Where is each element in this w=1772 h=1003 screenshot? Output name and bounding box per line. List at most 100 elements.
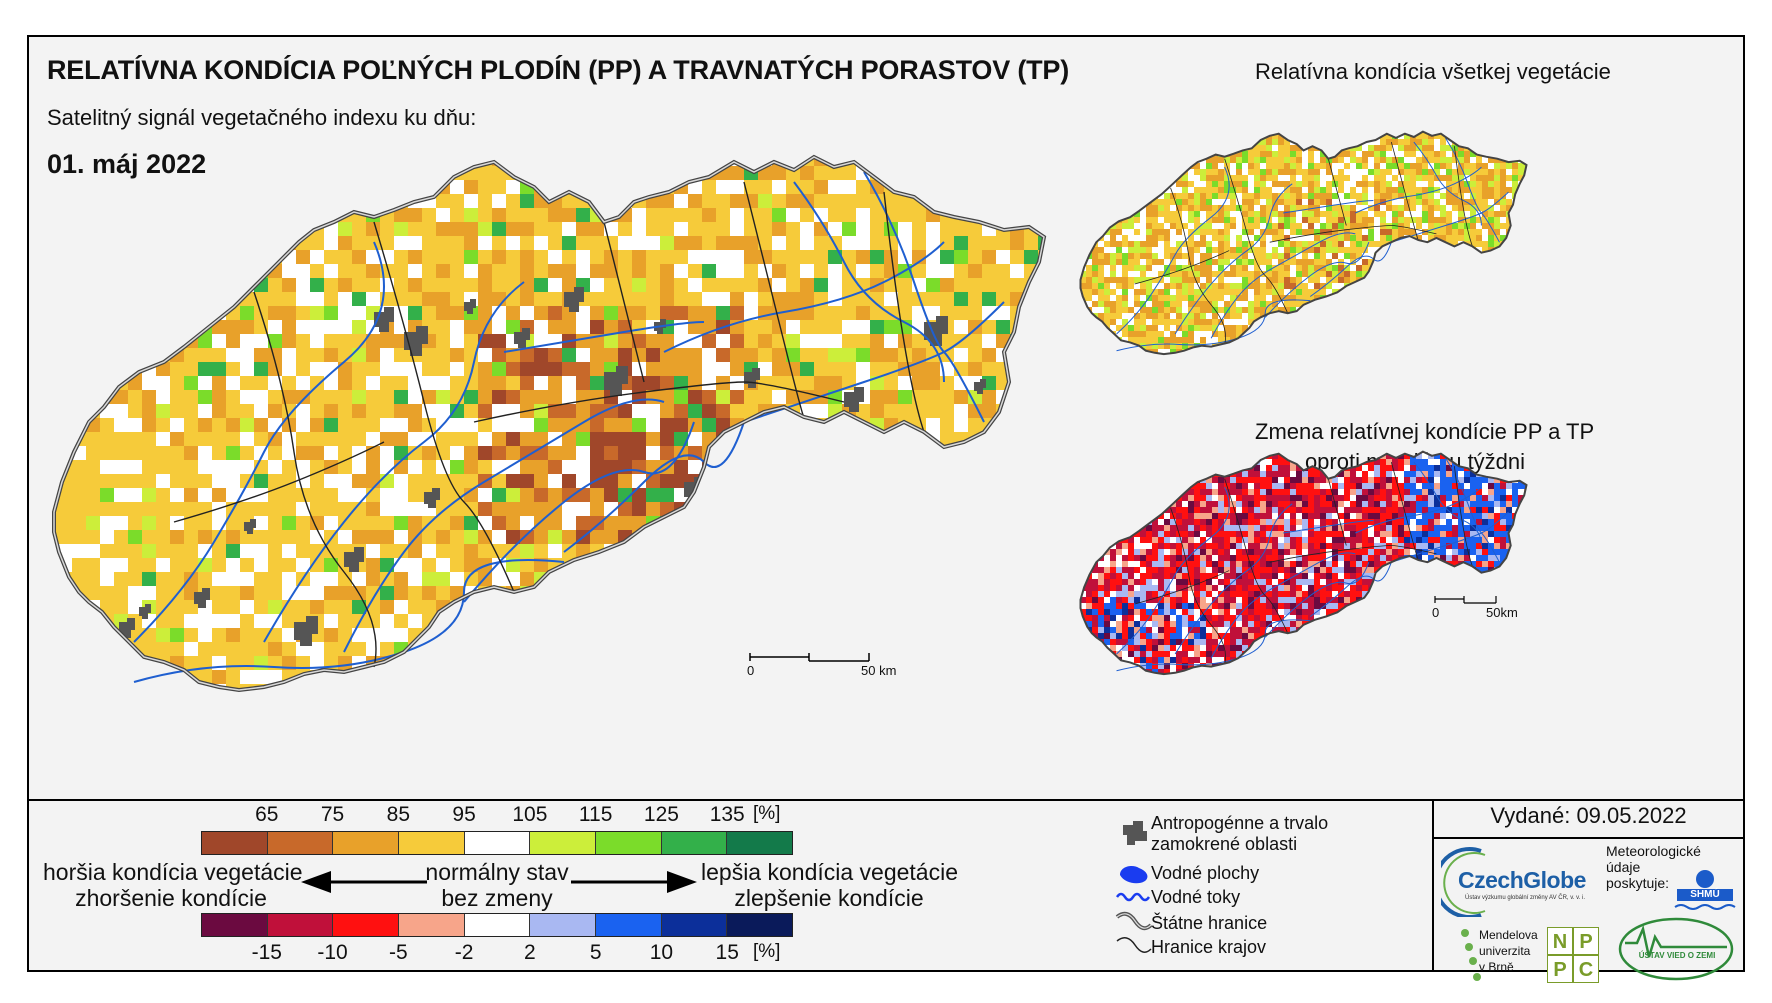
condition-tick-label: 135	[709, 803, 745, 826]
condition-swatch-1	[267, 832, 334, 854]
nppc-letter: P	[1573, 927, 1599, 955]
change-grid	[1080, 451, 1527, 675]
urban-area-icon	[1119, 819, 1149, 845]
worse-line2: zhoršenie kondície	[75, 885, 267, 911]
map-frame: RELATÍVNA KONDÍCIA POĽNÝCH PLODÍN (PP) A…	[27, 35, 1745, 983]
condition-tick-label: 75	[320, 803, 345, 826]
change-swatch-7	[661, 914, 728, 936]
czechglobe-name: CzechGlobe	[1458, 867, 1586, 893]
czechglobe-subtitle: Ústav výzkumu globální změny AV ČR, v. v…	[1465, 895, 1586, 901]
mendel-line2: univerzita	[1479, 944, 1531, 958]
urban-key-label: Antropogénne a trvalo zamokrené oblasti	[1151, 813, 1328, 855]
region-border-icon	[1115, 935, 1153, 955]
small-scalebar-end: 50km	[1486, 605, 1518, 620]
better-label: lepšia kondícia vegetácie zlepšenie kond…	[701, 859, 958, 911]
met-line2: údaje	[1606, 859, 1641, 875]
met-line3: poskytuje:	[1606, 875, 1670, 891]
change-color-bar	[201, 913, 793, 937]
change-tick-label: 2	[524, 941, 536, 964]
issued-divider	[1432, 799, 1434, 970]
condition-tick-label: 85	[386, 803, 410, 826]
change-tick-label: 15	[715, 941, 739, 964]
condition-unit: [%]	[753, 803, 781, 824]
better-line1: lepšia kondícia vegetácie	[701, 859, 958, 885]
mendel-text: Mendelova univerzita v Brně	[1479, 927, 1538, 975]
condition-tick-label: 105	[512, 803, 548, 826]
worse-line1: horšia kondícia vegetácie	[43, 859, 303, 885]
small-state-border-2	[1079, 450, 1528, 676]
small-scalebar-start: 0	[1432, 605, 1440, 620]
change-tick-label: 5	[589, 941, 602, 964]
shmu-logo: SHMÚ	[1673, 867, 1737, 913]
shmu-label: SHMÚ	[1690, 889, 1720, 900]
change-map	[1074, 435, 1534, 680]
nppc-letter: C	[1573, 955, 1599, 983]
condition-tick-label: 125	[643, 803, 679, 826]
change-swatch-3	[399, 914, 465, 936]
change-swatch-5	[530, 914, 597, 936]
change-tick-label: 10	[649, 941, 674, 964]
region-borders	[173, 181, 925, 668]
change-tick-label: -2	[454, 941, 474, 964]
met-data-note: Meteorologické údaje poskytuje:	[1606, 843, 1701, 891]
mendel-line3: v Brně	[1479, 960, 1514, 974]
left-arrow-icon	[299, 869, 429, 895]
urban-line1: Antropogénne a trvalo	[1151, 813, 1329, 833]
small-state-border	[1079, 130, 1528, 356]
nppc-letter: P	[1547, 955, 1573, 983]
mendel-line1: Mendelova	[1479, 928, 1538, 942]
change-swatch-0	[202, 914, 268, 936]
issued-date: Vydané: 09.05.2022	[1490, 803, 1687, 828]
water-body-icon	[1117, 863, 1151, 885]
state-border-label: Štátne hranice	[1151, 913, 1268, 933]
page-title: RELATÍVNA KONDÍCIA POĽNÝCH PLODÍN (PP) A…	[47, 55, 1070, 85]
vegetation-grid	[1080, 131, 1527, 355]
met-line1: Meteorologické	[1606, 843, 1701, 859]
change-swatch-2	[333, 914, 400, 936]
change-swatch-8	[727, 914, 793, 936]
all-vegetation-map	[1074, 115, 1534, 360]
condition-swatch-8	[727, 832, 793, 854]
change-swatch-6	[596, 914, 662, 936]
all-vegetation-title: Relatívna kondícia všetkej vegetácie	[1255, 59, 1611, 84]
condition-swatch-4	[464, 832, 531, 854]
scalebar-end: 50 km	[861, 663, 897, 678]
main-condition-map	[44, 122, 1054, 697]
condition-swatch-0	[202, 832, 268, 854]
change-tick-label: -10	[317, 941, 348, 964]
right-arrow-icon	[569, 869, 699, 895]
legend-divider	[29, 799, 1743, 801]
region-border-label: Hranice krajov	[1151, 937, 1267, 957]
nppc-letter: N	[1547, 927, 1573, 955]
condition-swatch-6	[596, 832, 662, 854]
change-swatch-1	[267, 914, 334, 936]
condition-swatch-5	[530, 832, 597, 854]
condition-color-bar	[201, 831, 793, 855]
main-scalebar: 0 50 km	[747, 649, 896, 678]
normal-line1: normálny stav	[425, 859, 569, 885]
urban-line2: zamokrené oblasti	[1151, 834, 1298, 854]
uvz-label: ÚSTAV VIED O ZEMI	[1638, 951, 1716, 960]
condition-swatch-2	[333, 832, 400, 854]
date-label: 01. máj 2022	[47, 149, 207, 179]
scalebar-start: 0	[747, 663, 755, 678]
subtitle: Satelitný signál vegetačného indexu ku d…	[47, 105, 477, 130]
condition-tick-label: 115	[578, 803, 613, 826]
river-network	[133, 171, 1005, 683]
normal-label: normálny stav bez zmeny	[407, 859, 587, 911]
condition-tick-label: 95	[452, 803, 476, 826]
change-tick-label: -15	[251, 941, 282, 964]
issued-underline	[1432, 837, 1743, 839]
stream-icon	[1115, 887, 1153, 905]
change-swatch-4	[464, 914, 531, 936]
state-border-icon	[1115, 911, 1153, 931]
change-tick-label: -5	[388, 941, 408, 964]
czechglobe-logo: CzechGlobe Ústav výzkumu globální změny …	[1441, 845, 1601, 917]
uvz-logo: ÚSTAV VIED O ZEMI	[1617, 917, 1735, 981]
water-bodies-label: Vodné plochy	[1151, 863, 1260, 883]
better-line2: zlepšenie kondície	[734, 885, 924, 911]
change-title-line1: Zmena relatívnej kondície PP a TP	[1255, 419, 1595, 444]
worse-label: horšia kondícia vegetácie zhoršenie kond…	[43, 859, 303, 911]
condition-swatch-3	[399, 832, 465, 854]
